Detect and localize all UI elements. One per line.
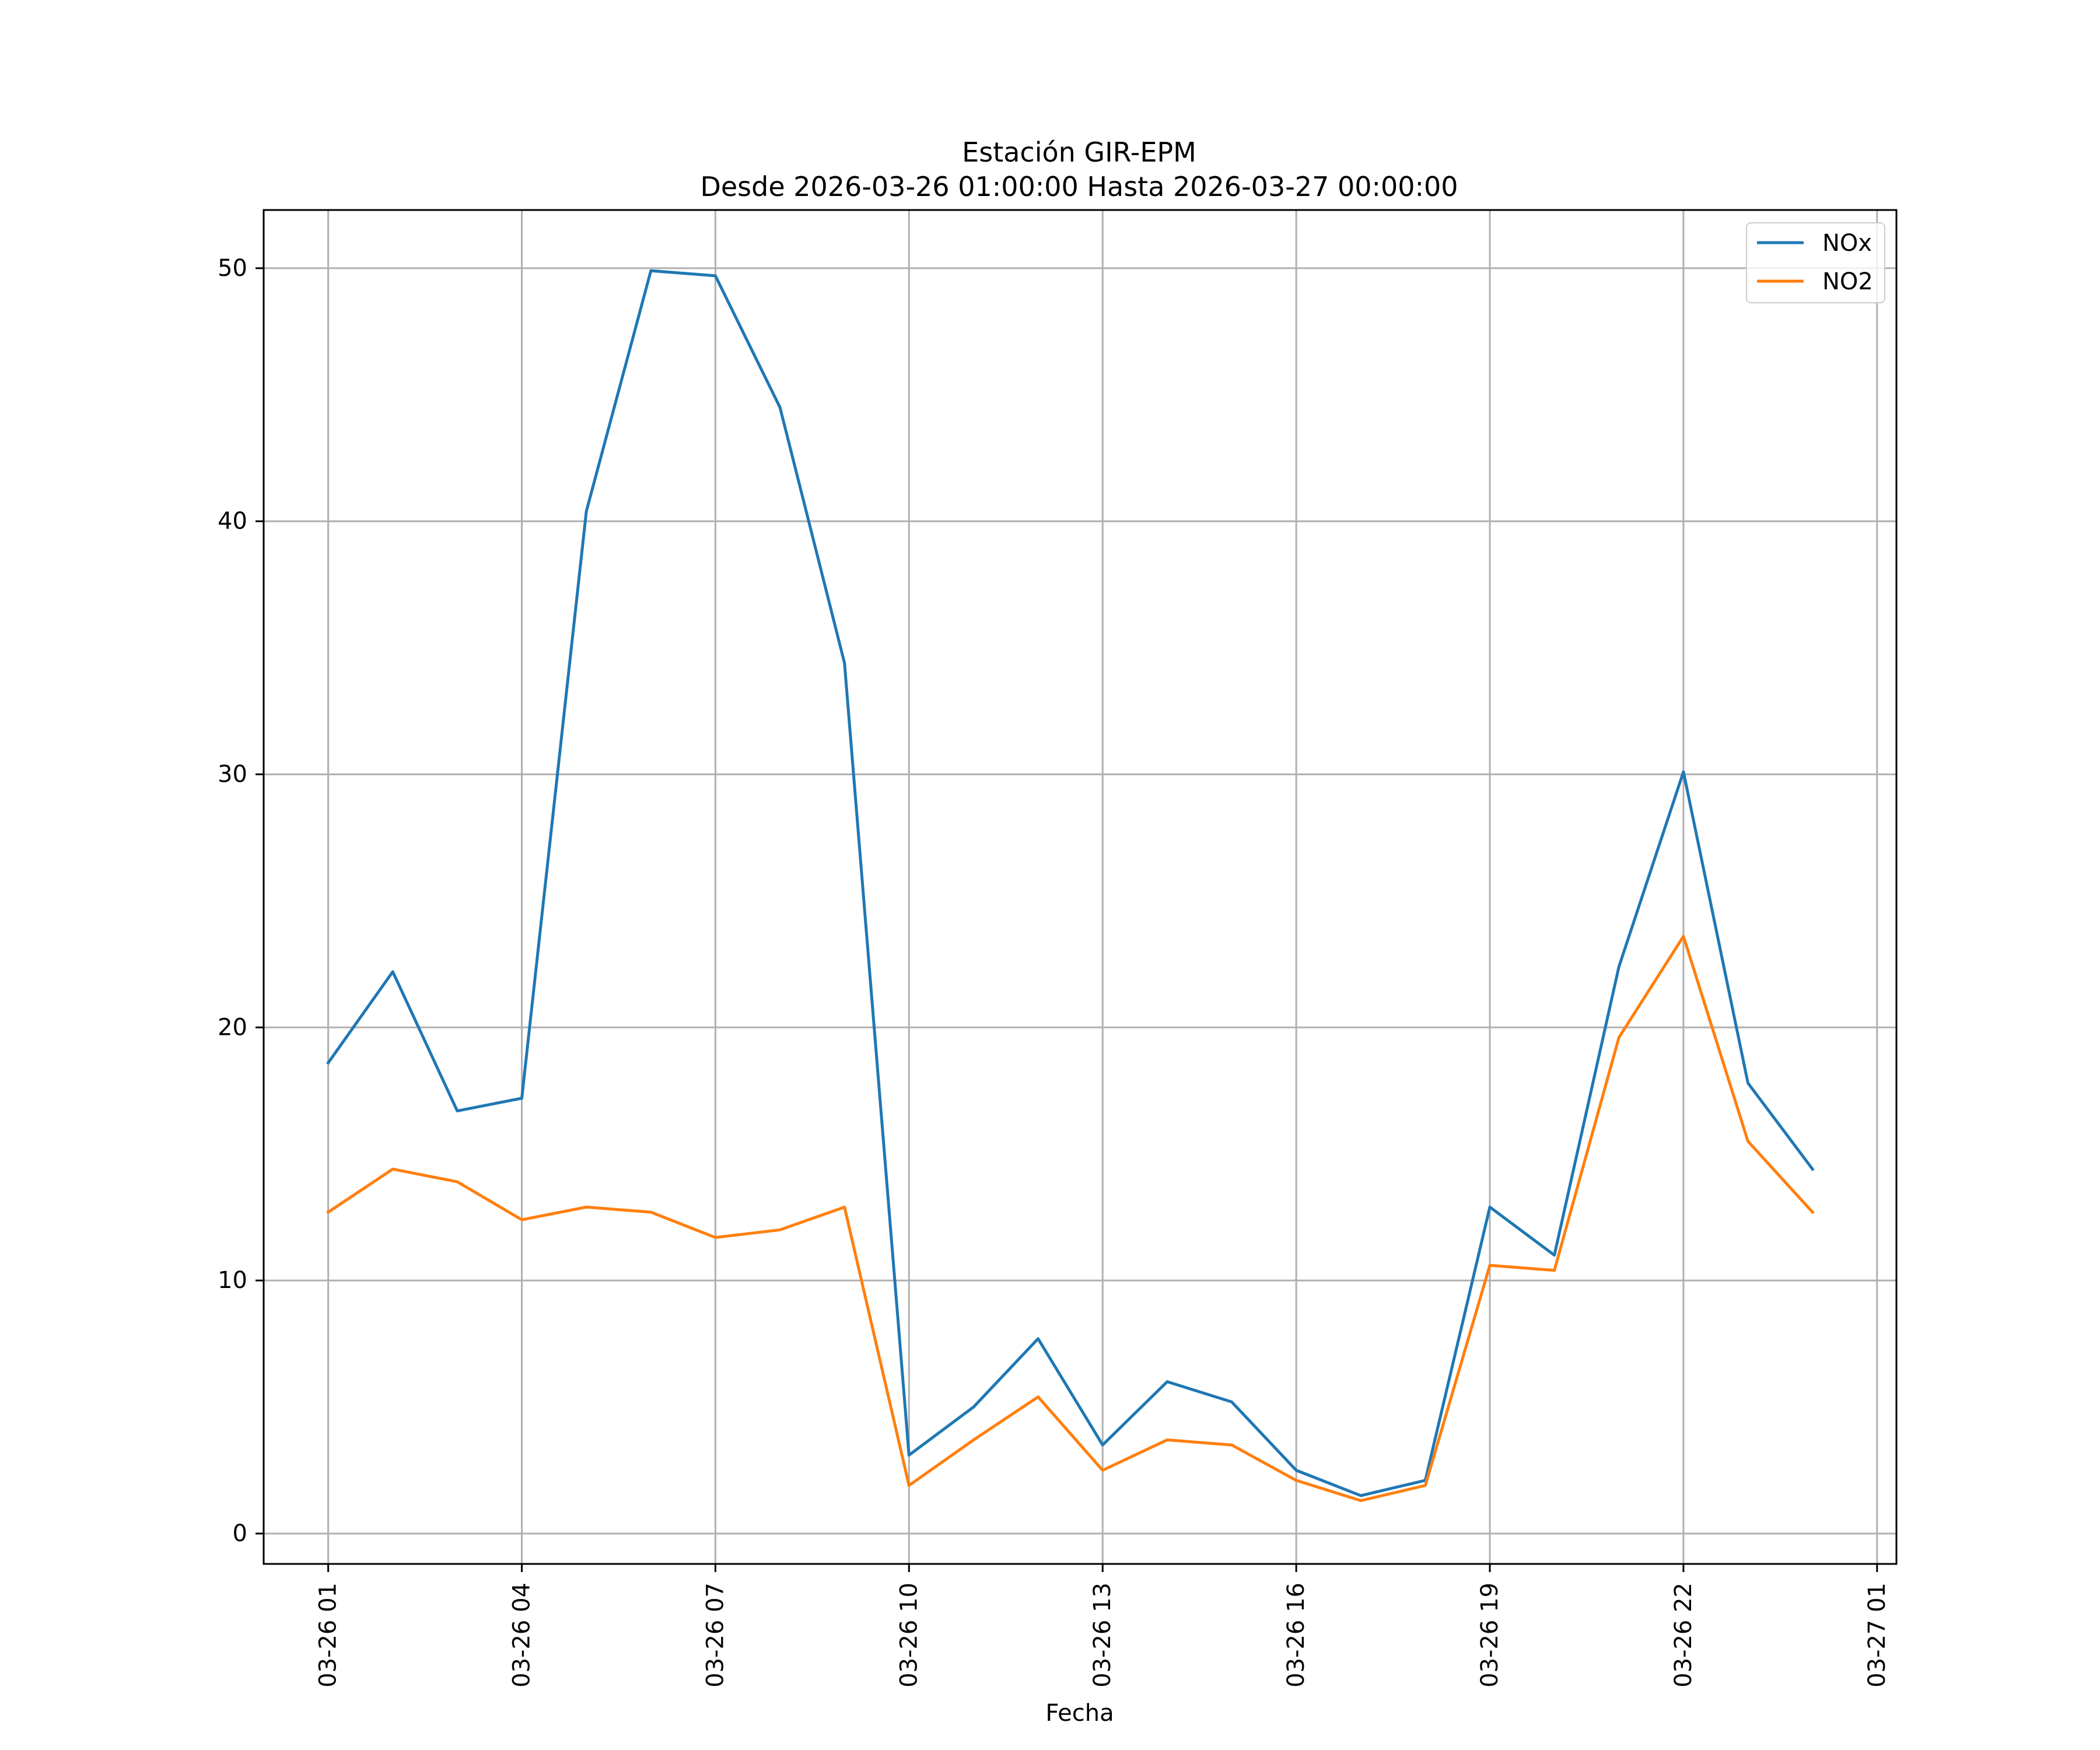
x-tick-label: 03-26 13 [1089,1583,1116,1688]
series-line-no2 [326,935,1815,1502]
x-tick-label: 03-26 10 [895,1583,922,1688]
data-point-no2 [715,1237,716,1238]
data-point-no2 [1231,1445,1232,1446]
y-tick-label: 30 [218,761,247,788]
legend: NOx NO2 [1746,222,1885,303]
data-point-nox [1296,1470,1297,1471]
ticks-layer: 03-26 01 03-26 04 03-26 07 03-26 10 03-26 13… [218,255,1891,1688]
y-tick-label: 0 [233,1520,247,1547]
chart-title: Estación GIR-EPM [962,136,1196,168]
legend-label-nox: NOx [1822,230,1872,257]
data-point-nox [1812,1169,1813,1170]
y-tick-label: 20 [218,1014,247,1041]
legend-label-no2: NO2 [1822,268,1873,295]
data-point-no2 [586,1207,587,1208]
grid-layer [264,210,1896,1564]
data-point-nox [1102,1445,1103,1446]
data-point-nox [586,511,587,512]
data-point-no2 [844,1207,845,1208]
data-point-nox [715,275,716,276]
data-point-no2 [1812,1212,1813,1213]
data-point-no2 [1425,1485,1426,1486]
x-tick-label: 03-26 07 [702,1583,729,1688]
data-point-no2 [650,1212,651,1213]
x-tick-label: 03-26 19 [1476,1583,1503,1688]
x-tick-label: 03-26 01 [315,1583,342,1688]
y-tick-label: 50 [218,255,247,282]
chart-subtitle: Desde 2026-03-26 01:00:00 Hasta 2026-03-… [700,171,1458,202]
x-axis-label: Fecha [1045,1700,1114,1727]
y-tick-label: 10 [218,1267,247,1294]
x-tick-label: 03-26 04 [509,1583,536,1688]
data-point-no2 [1102,1470,1103,1471]
series-line-nox [326,269,1815,1497]
y-tick-label: 40 [218,508,247,535]
data-point-nox [1360,1495,1361,1496]
x-tick-label: 03-27 01 [1864,1583,1891,1688]
data-point-no2 [1360,1500,1361,1501]
x-tick-label: 03-26 22 [1670,1583,1697,1688]
series-layer [326,269,1815,1502]
data-point-no2 [1683,936,1684,937]
x-tick-label: 03-26 16 [1283,1583,1310,1688]
plot-frame [262,209,1898,1565]
